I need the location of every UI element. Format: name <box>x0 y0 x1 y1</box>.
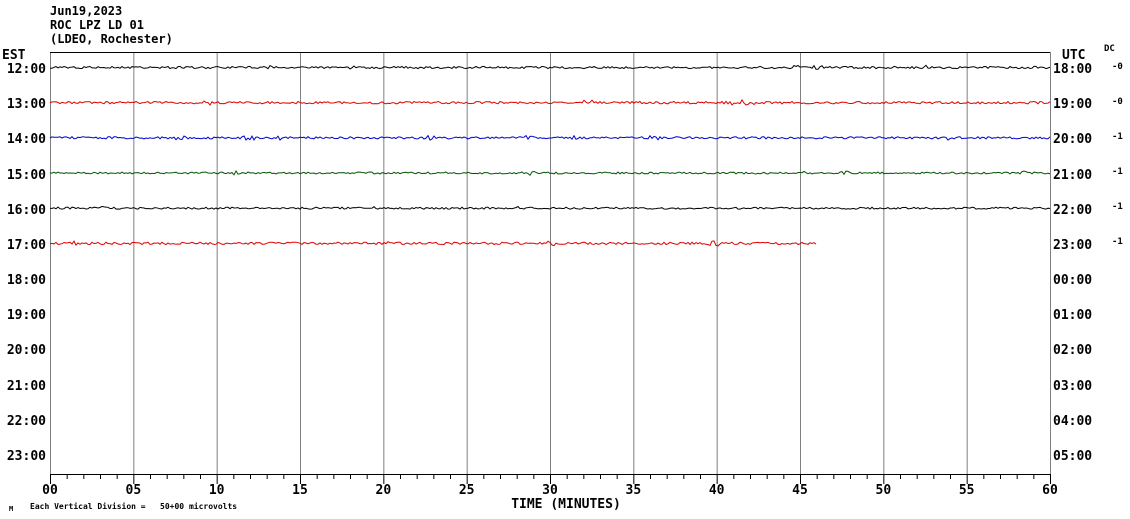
dc-column-header: DC <box>1104 44 1115 54</box>
minute-tick-label: 05 <box>125 483 142 498</box>
minute-tick-label: 10 <box>208 483 225 498</box>
footer-glyph: M <box>9 505 14 513</box>
minute-tick-label: 55 <box>958 483 975 498</box>
est-time-label: 22:00 <box>6 413 46 429</box>
dc-value: -0 <box>1112 61 1123 72</box>
utc-time-label: 04:00 <box>1053 413 1093 429</box>
utc-time-label: 03:00 <box>1053 378 1093 394</box>
utc-time-label: 19:00 <box>1053 97 1093 113</box>
header-date: Jun19,2023 <box>50 4 123 18</box>
est-time-label: 23:00 <box>6 448 46 464</box>
est-time-label: 17:00 <box>6 237 46 253</box>
utc-time-label: 23:00 <box>1053 237 1093 253</box>
minute-tick-label: 25 <box>458 483 475 498</box>
est-time-label: 12:00 <box>6 62 46 77</box>
left-timezone-label: EST <box>2 48 26 63</box>
seismogram-trace <box>49 134 1051 141</box>
seismogram-trace <box>49 64 1051 70</box>
utc-time-label: 20:00 <box>1053 132 1093 148</box>
seismogram-trace <box>50 205 1051 210</box>
seismogram-trace <box>49 98 1051 106</box>
est-time-label: 14:00 <box>6 132 46 148</box>
seismogram-trace <box>49 170 1051 176</box>
minute-tick-label: 15 <box>292 483 308 498</box>
utc-time-label: 22:00 <box>1053 202 1093 218</box>
est-time-label: 18:00 <box>6 273 46 288</box>
dc-value: -1 <box>1112 167 1123 177</box>
header-site: (LDEO, Rochester) <box>50 32 173 46</box>
dc-value: -1 <box>1112 237 1123 248</box>
utc-time-label: 18:00 <box>1053 62 1093 77</box>
utc-time-label: 05:00 <box>1053 448 1093 464</box>
minute-tick-label: 20 <box>375 483 392 498</box>
minute-tick-label: 00 <box>42 483 58 498</box>
est-time-label: 15:00 <box>6 167 46 183</box>
header-station: ROC LPZ LD 01 <box>50 18 144 32</box>
utc-time-label: 21:00 <box>1053 167 1093 183</box>
plot-header: Jun19,2023 ROC LPZ LD 01 (LDEO, Rochester) <box>50 4 173 46</box>
dc-value: -1 <box>1112 202 1123 213</box>
utc-time-label: 00:00 <box>1053 273 1093 288</box>
minute-tick-label: 40 <box>708 483 725 498</box>
est-time-label: 20:00 <box>6 343 46 359</box>
dc-value: -1 <box>1112 131 1123 142</box>
utc-time-label: 02:00 <box>1053 343 1093 359</box>
minute-tick-label: 35 <box>625 483 642 498</box>
est-time-label: 21:00 <box>6 378 46 394</box>
right-timezone-label: UTC <box>1062 48 1086 63</box>
x-axis-title: TIME (MINUTES) <box>511 497 621 512</box>
minute-tick-label: 60 <box>1042 483 1058 498</box>
minute-tick-label: 30 <box>542 483 558 498</box>
est-time-label: 19:00 <box>6 308 46 324</box>
est-time-label: 16:00 <box>6 202 46 218</box>
vertical-division-note: Each Vertical Division = 50+00 microvolt… <box>30 502 238 511</box>
dc-value: -0 <box>1112 96 1123 107</box>
seismogram-trace <box>49 240 817 247</box>
utc-time-label: 01:00 <box>1053 308 1093 324</box>
est-time-label: 13:00 <box>6 97 46 113</box>
minute-tick-label: 50 <box>875 483 892 498</box>
minute-tick-label: 45 <box>792 483 808 498</box>
